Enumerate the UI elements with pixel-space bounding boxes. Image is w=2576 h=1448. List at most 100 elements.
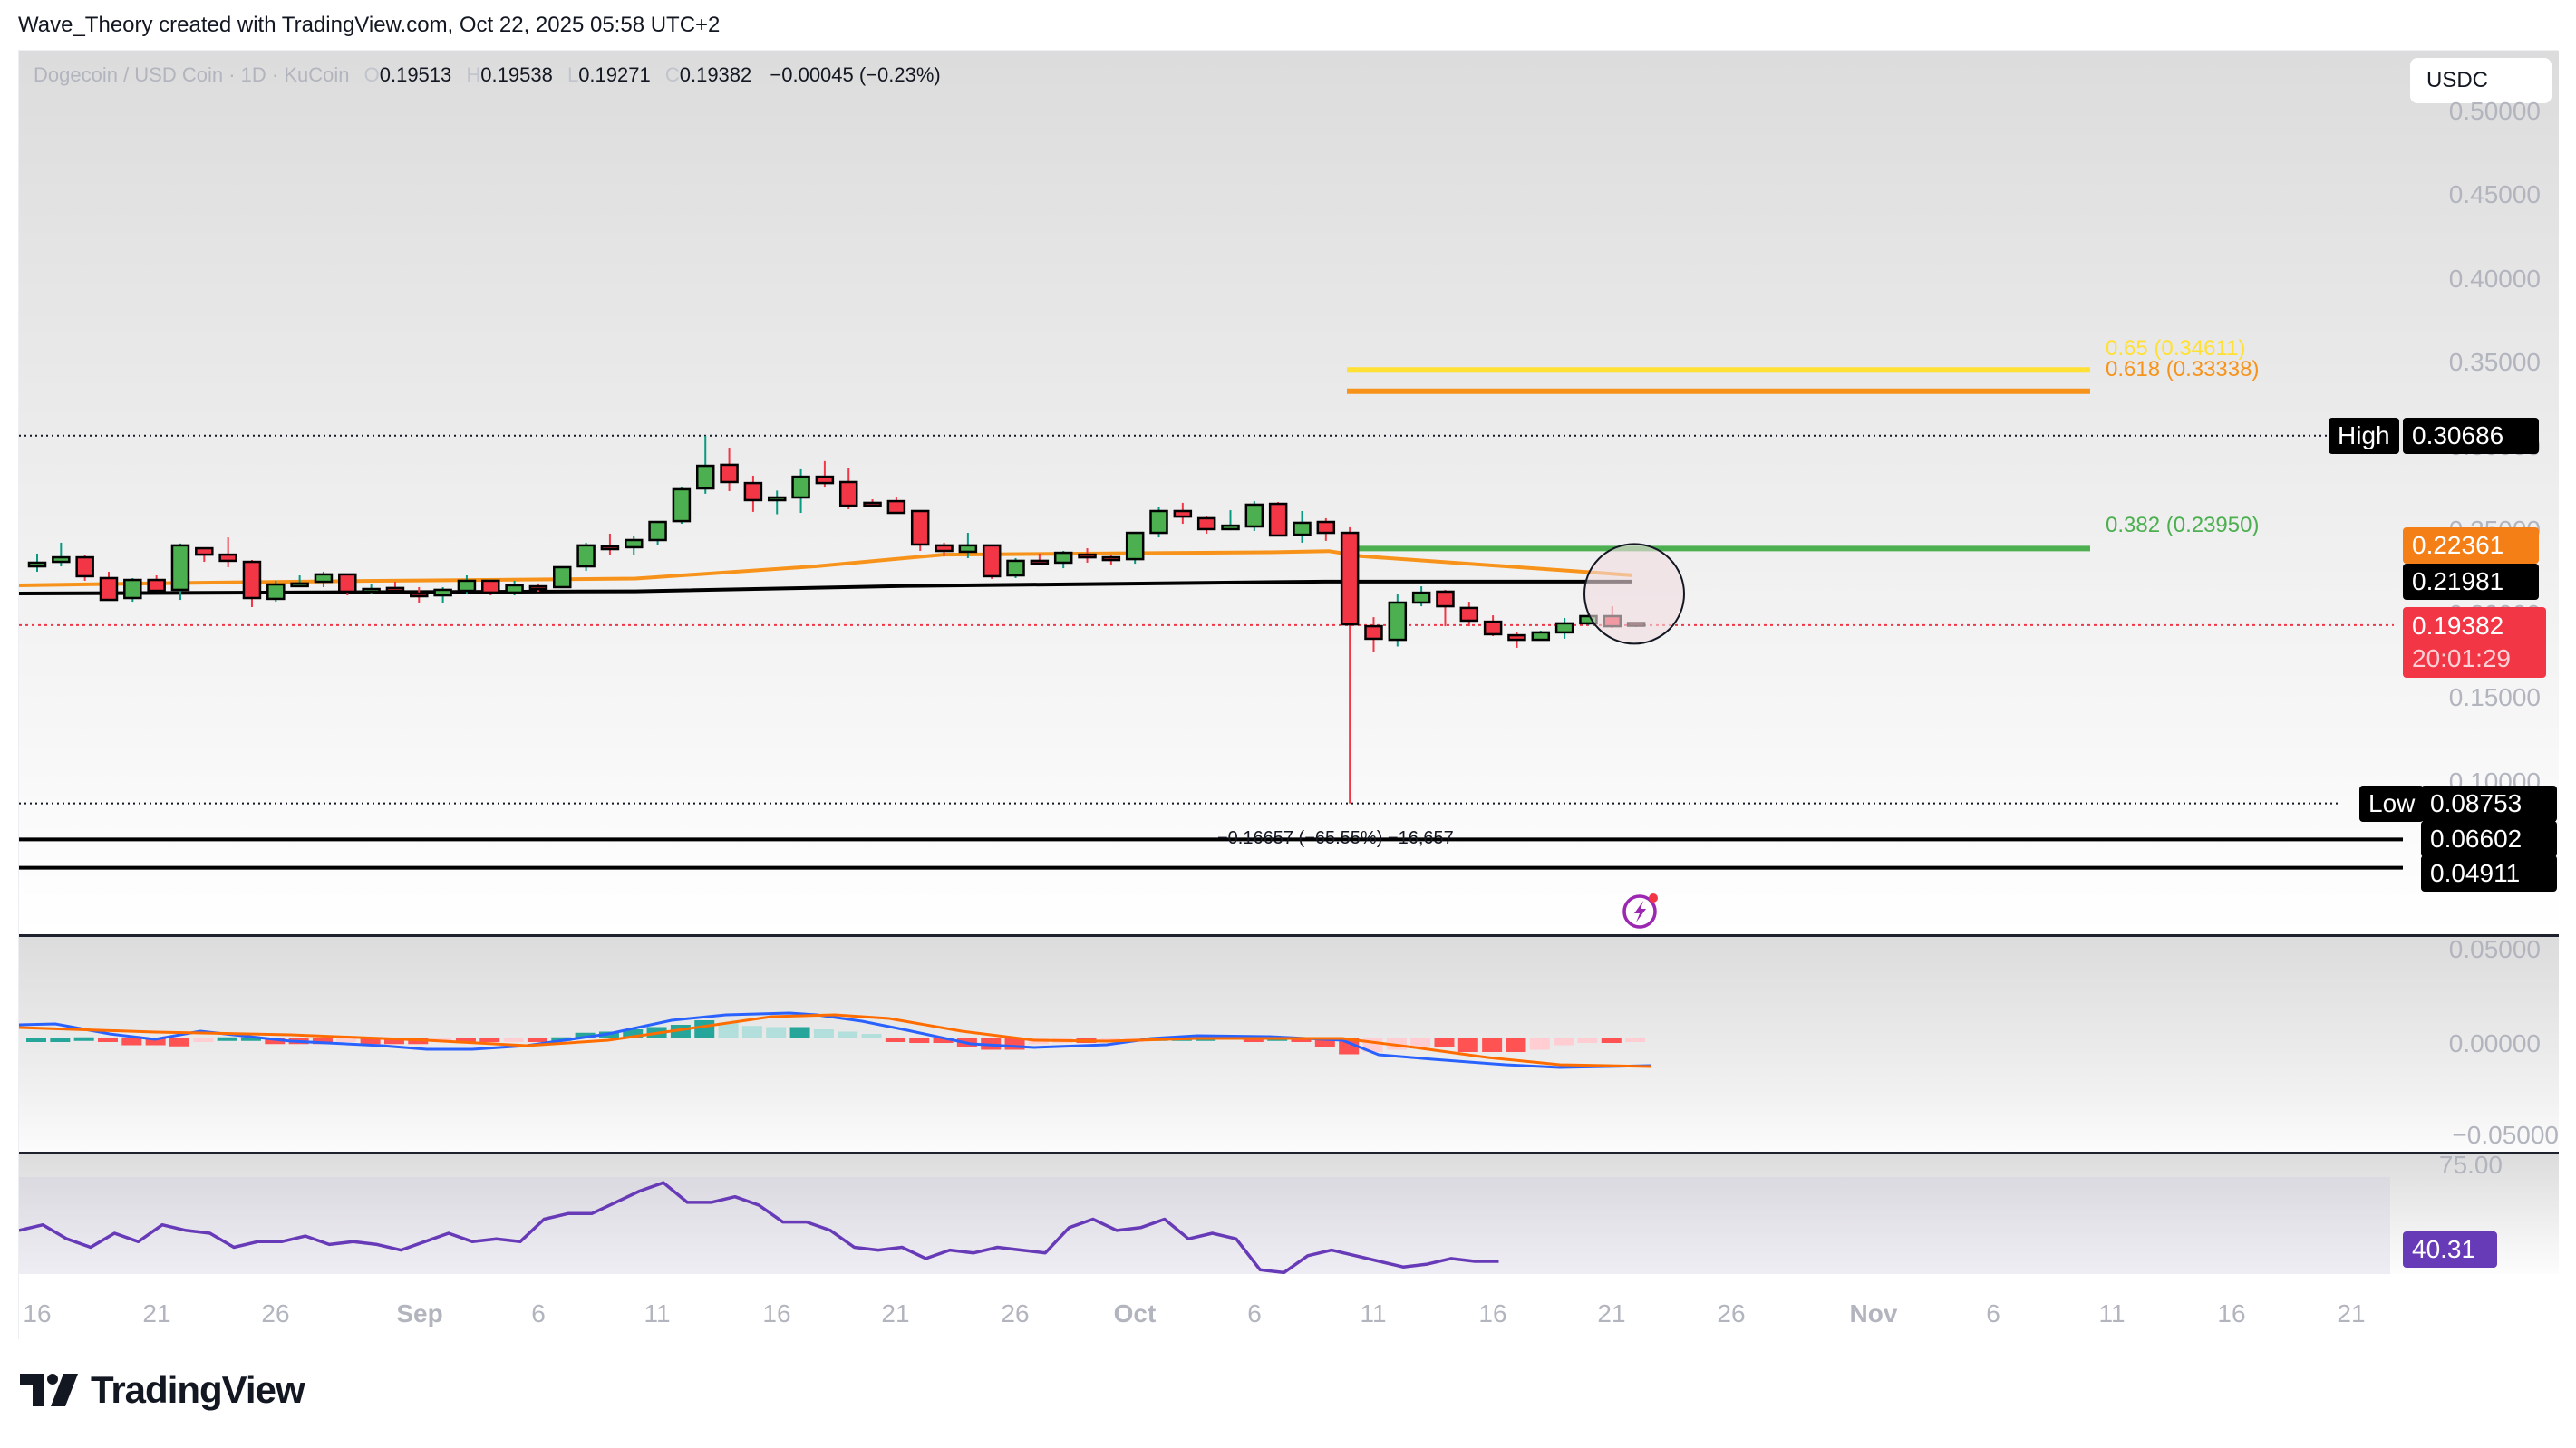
candle bbox=[1531, 631, 1551, 642]
candle bbox=[672, 486, 692, 525]
candle bbox=[1554, 618, 1574, 639]
high-tag-label: High bbox=[2329, 418, 2399, 454]
ema-slow-line bbox=[19, 579, 1632, 596]
candle bbox=[290, 575, 309, 588]
macd-histogram-bar bbox=[1291, 1038, 1312, 1042]
time-axis-label: 11 bbox=[644, 1299, 671, 1327]
ema-fast-price-tag: 0.22361 bbox=[2403, 527, 2539, 564]
macd-histogram-bar bbox=[1434, 1038, 1455, 1047]
macd-histogram-bar bbox=[1529, 1038, 1550, 1050]
candle-body bbox=[1411, 591, 1431, 604]
rsi-axis-top: 75.00 bbox=[2438, 1151, 2503, 1179]
candle bbox=[625, 535, 644, 555]
macd-histogram-bar bbox=[121, 1038, 142, 1046]
candle-body bbox=[1436, 590, 1455, 608]
macd-histogram-bar bbox=[718, 1022, 739, 1038]
candle bbox=[886, 497, 906, 515]
candle bbox=[362, 584, 381, 594]
macd-histogram-bar bbox=[1410, 1038, 1431, 1047]
chart-container[interactable]: Dogecoin / USD Coin · 1D · KuCoin O0.195… bbox=[18, 50, 2559, 1340]
candle-body bbox=[266, 583, 286, 601]
fib-label-0.618: 0.618 (0.33338) bbox=[2106, 357, 2260, 381]
ema-slow-price-tag: 0.21981 bbox=[2403, 564, 2539, 600]
candle-body bbox=[1340, 531, 1360, 626]
candle bbox=[266, 580, 286, 603]
circle-annotation bbox=[1583, 543, 1685, 645]
candle bbox=[170, 543, 190, 601]
price-axis-label: 0.50000 bbox=[2448, 96, 2541, 125]
candle-body bbox=[1483, 620, 1503, 636]
macd-histogram-bar bbox=[336, 1038, 357, 1042]
rsi-pane[interactable]: 75.00 40.31 bbox=[19, 1151, 2559, 1277]
currency-button[interactable]: USDC bbox=[2410, 58, 2552, 103]
candle-body bbox=[886, 499, 906, 515]
candle bbox=[1125, 531, 1145, 565]
candle bbox=[743, 475, 763, 512]
price-pane[interactable]: Dogecoin / USD Coin · 1D · KuCoin O0.195… bbox=[19, 51, 2559, 934]
symbol-name[interactable]: Dogecoin / USD Coin · 1D · KuCoin bbox=[34, 63, 350, 86]
open-value: 0.19513 bbox=[379, 63, 452, 86]
low-value: 0.19271 bbox=[578, 63, 651, 86]
time-axis[interactable]: 16 21 26 Sep 6 11 16 21 26 Oct 6 11 16 21 26 Nov 6 11 16 21 bbox=[19, 1274, 2559, 1340]
candle bbox=[52, 542, 71, 567]
candle-body bbox=[27, 561, 47, 568]
macd-histogram-bar bbox=[1601, 1038, 1622, 1043]
candle bbox=[123, 577, 142, 603]
macd-chart-canvas[interactable] bbox=[19, 937, 2559, 1154]
tradingview-logo[interactable]: TradingView bbox=[20, 1368, 305, 1412]
candle-body bbox=[1244, 503, 1264, 528]
fib-label-0.382: 0.382 (0.23950) bbox=[2106, 513, 2260, 537]
candle-body bbox=[195, 546, 214, 556]
low-tag-label: Low bbox=[2359, 786, 2425, 822]
signal-line bbox=[19, 1013, 1651, 1068]
macd-histogram-bar bbox=[1314, 1038, 1335, 1047]
candle bbox=[695, 435, 715, 494]
candle-body bbox=[600, 545, 620, 551]
candle-body bbox=[1078, 553, 1097, 559]
time-axis-label: Oct bbox=[1113, 1299, 1157, 1327]
macd-histogram-bar bbox=[193, 1038, 214, 1042]
candle-body bbox=[218, 553, 237, 563]
candle-body bbox=[553, 565, 572, 589]
macd-histogram-bar bbox=[383, 1038, 404, 1045]
lightning-alert-icon[interactable] bbox=[1622, 888, 1667, 933]
candle-body bbox=[242, 560, 262, 600]
candle-body bbox=[958, 544, 978, 554]
last-price-tag: 0.19382 20:01:29 bbox=[2403, 607, 2546, 678]
candle-body bbox=[672, 487, 692, 523]
time-axis-label: 16 bbox=[23, 1299, 52, 1327]
macd-histogram-bar bbox=[1554, 1038, 1574, 1046]
candle-body bbox=[1101, 555, 1121, 562]
candle bbox=[457, 575, 477, 594]
candle-body bbox=[170, 544, 190, 592]
macd-histogram-bar bbox=[169, 1038, 189, 1047]
candle bbox=[1006, 557, 1025, 578]
macd-histogram-bar bbox=[623, 1029, 644, 1038]
candle-body bbox=[648, 520, 667, 542]
macd-pane[interactable]: 0.05000 0.00000 −0.05000 bbox=[19, 934, 2559, 1154]
candle bbox=[218, 537, 237, 567]
time-axis-label: 26 bbox=[1717, 1299, 1746, 1327]
level-price-tag-2: 0.04911 bbox=[2421, 855, 2557, 892]
candle bbox=[982, 544, 1002, 579]
macd-histogram-bar bbox=[1577, 1038, 1598, 1043]
candle bbox=[410, 586, 429, 603]
rsi-chart-canvas[interactable] bbox=[19, 1154, 2559, 1277]
macd-histogram-bar bbox=[1506, 1038, 1526, 1052]
candle bbox=[910, 509, 930, 552]
time-axis-label: Sep bbox=[396, 1299, 443, 1327]
time-axis-label: 21 bbox=[2337, 1299, 2366, 1327]
macd-histogram-bar bbox=[408, 1038, 429, 1045]
last-price: 0.19382 bbox=[2412, 612, 2504, 640]
macd-histogram-bar bbox=[479, 1038, 500, 1042]
candle-body bbox=[52, 555, 71, 564]
level-price-tag-1: 0.06602 bbox=[2421, 821, 2557, 857]
macd-histogram-bar bbox=[1457, 1038, 1478, 1052]
candle bbox=[1030, 553, 1050, 565]
candle bbox=[1483, 615, 1503, 636]
price-chart-canvas[interactable] bbox=[19, 51, 2559, 934]
macd-histogram-bar bbox=[575, 1032, 596, 1038]
time-axis-label: 11 bbox=[1360, 1299, 1387, 1327]
low-price-tag: 0.08753 bbox=[2421, 786, 2557, 822]
candle-body bbox=[1316, 520, 1336, 535]
